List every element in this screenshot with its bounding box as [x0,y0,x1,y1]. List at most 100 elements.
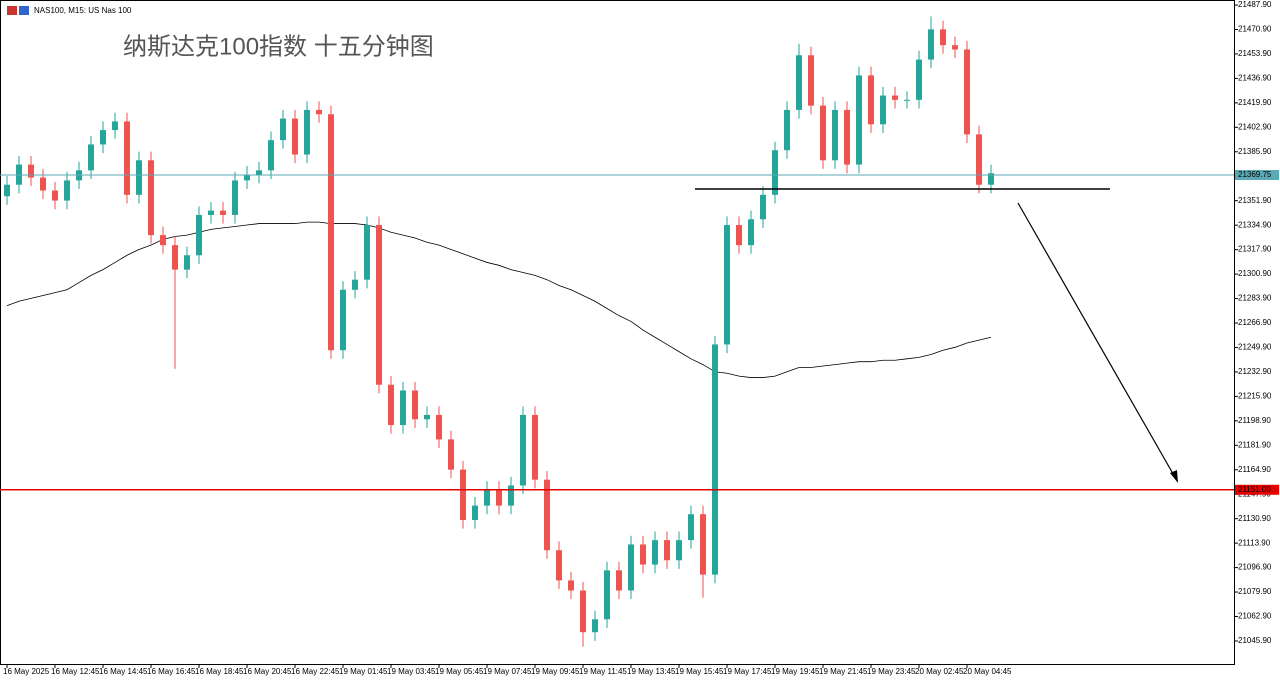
x-tick-label: 16 May 2025 [3,667,50,676]
y-tick-label: 21385.90 [1238,147,1272,156]
candle-body [952,45,958,50]
candle-body [184,255,190,270]
candle-body [988,173,994,185]
candle-body [148,160,154,236]
plot-frame [0,0,1235,665]
candle-body [472,505,478,520]
y-tick-label: 21419.90 [1238,98,1272,107]
candle-body [364,225,370,280]
candle-body [928,29,934,60]
candle-body [592,619,598,633]
y-tick-label: 21300.90 [1238,269,1272,278]
candle-body [268,140,274,171]
x-tick-label: 20 May 02:45 [915,667,964,676]
candle-body [544,479,550,551]
candle-body [424,414,430,420]
y-tick-label: 21198.90 [1238,416,1271,425]
symbol-icon [7,6,29,15]
y-tick-label: 21470.90 [1238,25,1272,34]
x-tick-label: 19 May 17:45 [723,667,772,676]
candle-body [172,245,178,270]
candle-body [964,49,970,135]
candle-body [784,109,790,151]
candle-body [112,121,118,131]
x-tick-label: 16 May 22:45 [291,667,340,676]
candle-body [832,109,838,161]
candle-body [280,118,286,141]
y-tick-label: 21266.90 [1238,318,1272,327]
moving-average [6,221,992,378]
candle-body [328,114,334,351]
candle-body [4,184,10,197]
y-tick-label: 21283.90 [1238,294,1272,303]
candle-body [232,180,238,215]
x-tick-label: 16 May 18:45 [195,667,244,676]
price-level-label: 21369.75 [1238,170,1272,179]
y-tick-label: 21436.90 [1238,74,1272,83]
candle-body [904,99,910,101]
candle-body [340,289,346,351]
x-tick-label: 19 May 05:45 [435,667,484,676]
x-tick-label: 16 May 12:45 [51,667,100,676]
candle-body [52,190,58,201]
candle-body [736,225,742,246]
candle-body [304,109,310,155]
arrow [1017,202,1178,483]
candle-body [916,59,922,100]
candle-body [88,144,94,171]
candle-body [628,544,634,591]
candle-body [244,174,250,181]
candle-body [868,75,874,125]
x-tick-label: 19 May 21:45 [819,667,868,676]
y-tick-label: 21181.90 [1238,440,1271,449]
candle-body [160,235,166,246]
candle-body [508,485,514,506]
x-tick-label: 16 May 14:45 [99,667,148,676]
candle-body [448,439,454,470]
candle-body [880,95,886,125]
candle-body [352,279,358,290]
y-tick-label: 21402.90 [1238,122,1272,131]
y-tick-label: 21130.90 [1238,514,1271,523]
price-level-tag [1235,484,1279,495]
x-tick-label: 19 May 03:45 [387,667,436,676]
x-tick-label: 19 May 09:45 [531,667,580,676]
y-tick-label: 21453.90 [1238,49,1272,58]
x-tick-label: 16 May 16:45 [147,667,196,676]
candle-body [580,590,586,633]
candle-body [436,414,442,440]
price-level-label: 21151.00 [1238,485,1271,494]
candle-body [64,180,70,201]
candle-body [760,194,766,220]
arrow-shaft [1017,202,1177,480]
candle-body [520,414,526,486]
y-tick-label: 21164.90 [1238,465,1271,474]
candle-body [400,390,406,426]
candle-body [976,134,982,185]
candle-body [616,570,622,591]
candle-body [28,164,34,178]
candle-body [700,514,706,575]
candle-body [652,540,658,565]
candle-body [712,344,718,575]
candle-body [748,219,754,246]
x-tick-label: 19 May 23:45 [867,667,916,676]
x-tick-label: 20 May 04:45 [963,667,1012,676]
price-level-tag [1235,170,1279,181]
candle-body [376,225,382,385]
y-tick-label: 21045.90 [1238,636,1272,645]
candle-body [208,210,214,215]
candle-body [136,160,142,195]
candle-body [220,210,226,215]
chart-title: 纳斯达克100指数 十五分钟图 [123,33,434,60]
candle-body [664,540,670,561]
y-tick-label: 21232.90 [1238,367,1272,376]
arrow-head [1170,470,1178,483]
candle-body [484,489,490,506]
candle-body [460,469,466,520]
candle-body [772,150,778,195]
candle-body [124,121,130,195]
candle-body [556,550,562,581]
